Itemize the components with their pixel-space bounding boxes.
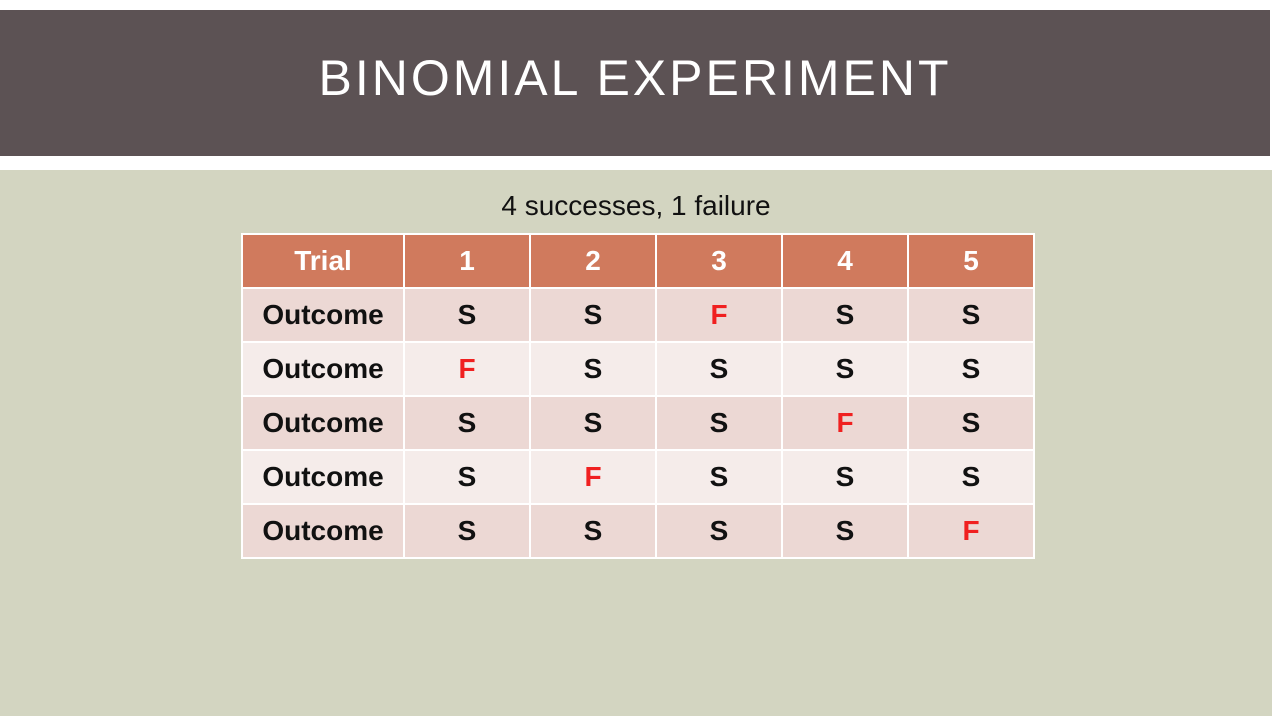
outcome-cell: S: [907, 287, 1035, 343]
outcome-cell: S: [529, 341, 657, 397]
slide-title: BINOMIAL EXPERIMENT: [318, 50, 952, 106]
outcome-cell: S: [403, 287, 531, 343]
table-row: Outcome S S F S S: [241, 287, 1035, 343]
outcome-cell: S: [907, 449, 1035, 505]
table-row: Outcome S F S S S: [241, 449, 1035, 505]
row-label: Outcome: [241, 395, 405, 451]
outcome-cell-failure: F: [655, 287, 783, 343]
outcome-cell: S: [655, 503, 783, 559]
row-label: Outcome: [241, 449, 405, 505]
slide-subtitle: 4 successes, 1 failure: [501, 190, 771, 221]
outcome-cell: S: [529, 503, 657, 559]
outcome-cell: S: [907, 341, 1035, 397]
outcome-cell: S: [655, 395, 783, 451]
outcome-cell-failure: F: [529, 449, 657, 505]
table-row: Outcome S S S F S: [241, 395, 1035, 451]
outcome-cell-failure: F: [781, 395, 909, 451]
row-label: Outcome: [241, 341, 405, 397]
outcome-cell-failure: F: [403, 341, 531, 397]
row-label: Outcome: [241, 503, 405, 559]
outcome-cell: S: [781, 287, 909, 343]
outcome-cell-failure: F: [907, 503, 1035, 559]
outcome-cell: S: [403, 449, 531, 505]
table-row: Outcome S S S S F: [241, 503, 1035, 559]
title-band: BINOMIAL EXPERIMENT: [0, 10, 1270, 156]
outcome-cell: S: [655, 341, 783, 397]
outcome-cell: S: [403, 503, 531, 559]
outcome-cell: S: [655, 449, 783, 505]
outcome-cell: S: [781, 449, 909, 505]
outcome-cell: S: [781, 341, 909, 397]
header-cell-4: 4: [781, 233, 909, 289]
outcome-cell: S: [529, 287, 657, 343]
header-cell-3: 3: [655, 233, 783, 289]
header-cell-5: 5: [907, 233, 1035, 289]
outcome-table-wrapper: Trial 1 2 3 4 5 Outcome S S F S: [241, 233, 1035, 559]
table-row: Outcome F S S S S: [241, 341, 1035, 397]
content-area: 4 successes, 1 failure Trial 1 2 3 4 5 O…: [0, 170, 1272, 716]
header-cell-1: 1: [403, 233, 531, 289]
header-cell-2: 2: [529, 233, 657, 289]
outcome-cell: S: [781, 503, 909, 559]
outcome-table: Trial 1 2 3 4 5 Outcome S S F S: [241, 233, 1035, 559]
table-header-row: Trial 1 2 3 4 5: [241, 233, 1035, 289]
outcome-cell: S: [907, 395, 1035, 451]
outcome-cell: S: [403, 395, 531, 451]
row-label: Outcome: [241, 287, 405, 343]
outcome-cell: S: [529, 395, 657, 451]
header-cell-trial: Trial: [241, 233, 405, 289]
